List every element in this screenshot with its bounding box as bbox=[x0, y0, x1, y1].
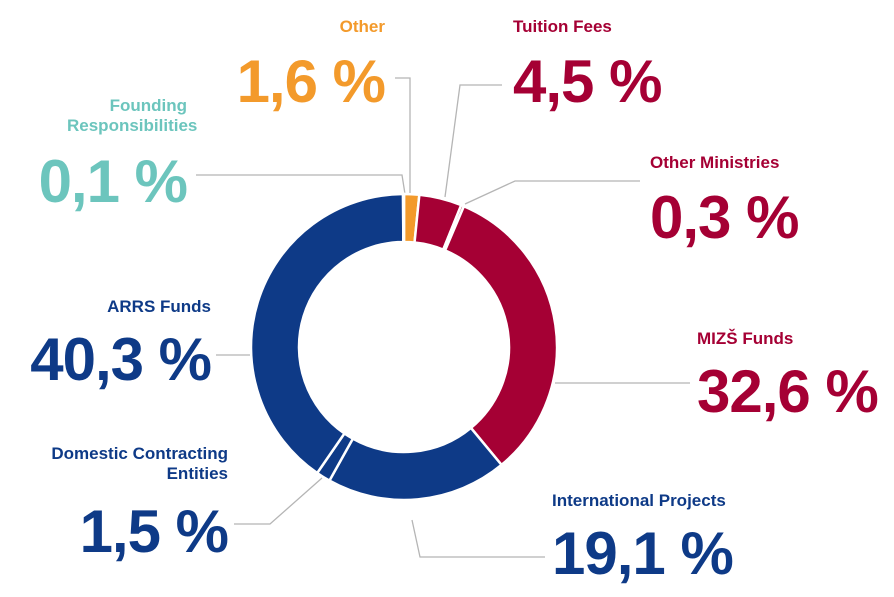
leader-line bbox=[411, 519, 545, 558]
category-label: International Projects bbox=[552, 491, 726, 510]
leader-line bbox=[444, 84, 502, 198]
donut-slice bbox=[327, 426, 504, 502]
leader-line bbox=[196, 174, 406, 195]
category-label: MIZŠ Funds bbox=[697, 329, 794, 348]
value-label: 32,6 % bbox=[697, 358, 879, 425]
leader-line bbox=[395, 77, 411, 194]
category-label: ARRS Funds bbox=[107, 297, 211, 316]
category-label: Other Ministries bbox=[650, 153, 780, 172]
value-label: 0,3 % bbox=[650, 184, 799, 251]
donut-slice bbox=[443, 204, 559, 467]
donut-slice bbox=[249, 192, 405, 475]
value-label: 0,1 % bbox=[38, 148, 188, 215]
leader-line bbox=[234, 477, 323, 525]
value-label: 19,1 % bbox=[552, 520, 734, 587]
category-label: Founding Responsibilities bbox=[67, 96, 198, 136]
category-label: Other bbox=[339, 17, 385, 36]
value-label: 4,5 % bbox=[513, 48, 662, 115]
category-label: Domestic Contracting Entities bbox=[51, 444, 228, 484]
value-label: 40,3 % bbox=[30, 326, 212, 393]
leader-line bbox=[464, 180, 640, 205]
value-label: 1,6 % bbox=[236, 48, 386, 115]
donut-slice bbox=[401, 192, 406, 244]
leader-lines bbox=[196, 77, 690, 558]
value-label: 1,5 % bbox=[79, 498, 229, 565]
category-label: Tuition Fees bbox=[513, 17, 612, 36]
